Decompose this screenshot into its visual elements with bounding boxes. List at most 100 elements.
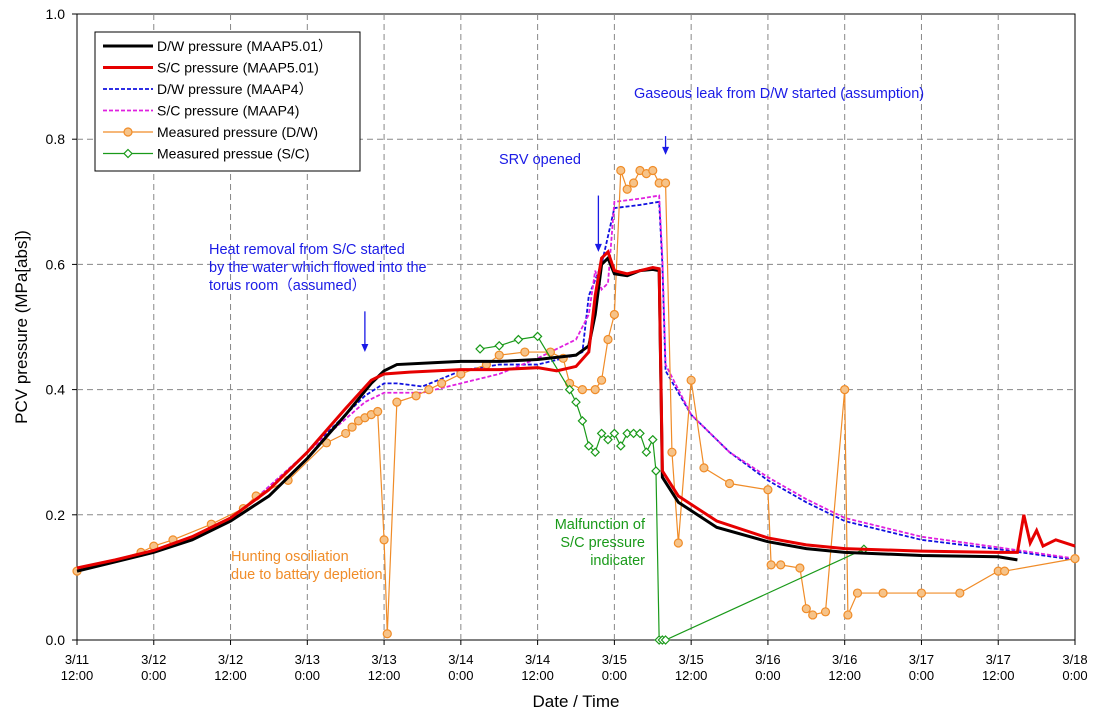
data-point-circle: [1070, 554, 1080, 564]
data-point-diamond: [123, 148, 133, 159]
series-line: [76, 200, 1076, 573]
annotation-arrow-head: [361, 344, 369, 353]
x-tick-time: 12:00: [828, 668, 861, 683]
annotation-text: by the water which flowed into the: [209, 260, 427, 276]
legend-item: S/C pressure (MAAP4): [103, 103, 299, 119]
annotation-text: Heat removal from S/C started: [209, 242, 405, 258]
annotation-text: SRV opened: [499, 152, 581, 168]
x-tick-date: 3/14: [448, 652, 473, 667]
data-point-circle: [801, 604, 811, 614]
data-point-circle: [596, 375, 607, 385]
data-point-circle: [382, 629, 392, 639]
x-tick-date: 3/17: [909, 652, 934, 667]
data-point-diamond: [628, 428, 639, 439]
data-point-circle: [660, 178, 671, 188]
data-point-diamond: [647, 434, 658, 445]
x-tick-date: 3/13: [295, 652, 320, 667]
data-point-diamond: [577, 416, 588, 426]
legend-label: S/C pressure (MAAP4): [157, 103, 299, 119]
x-tick-time: 12:00: [214, 668, 247, 683]
x-tick-time: 0:00: [141, 668, 166, 683]
x-tick-time: 0:00: [1062, 668, 1087, 683]
series-s-c-pressure-maap5-01: [76, 249, 1076, 570]
data-point-circle: [590, 385, 600, 395]
x-tick-date: 3/14: [525, 652, 550, 667]
series-line: [76, 249, 1076, 570]
data-point-diamond: [635, 428, 645, 439]
data-point-diamond: [583, 441, 594, 451]
series-line: [76, 194, 1076, 573]
data-point-circle: [763, 485, 773, 495]
annotation-text: torus room（assumed）: [209, 277, 366, 294]
x-tick-date: 3/11: [65, 652, 89, 667]
data-point-circle: [437, 378, 447, 388]
x-tick-time: 12:00: [61, 668, 94, 683]
data-point-circle: [667, 447, 677, 457]
data-point-circle: [424, 385, 434, 395]
gridlines: [77, 14, 1075, 640]
data-point-circle: [840, 385, 850, 395]
data-point-circle: [852, 588, 863, 598]
data-point-circle: [699, 463, 709, 473]
legend: D/W pressure (MAAP5.01） S/C pressure (MAA…: [94, 31, 361, 172]
data-point-diamond: [603, 434, 613, 445]
y-tick-label: 0.4: [46, 382, 66, 398]
data-point-diamond: [641, 447, 652, 458]
annotation: Heat removal from S/C started by the wate…: [209, 242, 427, 353]
annotation: Malfunction of S/C pressure indicater: [555, 517, 646, 569]
data-point-circle: [878, 588, 888, 598]
data-point-circle: [494, 350, 504, 360]
y-tick-label: 0.0: [46, 632, 66, 648]
data-point-diamond: [494, 340, 505, 351]
data-point-diamond: [590, 447, 601, 458]
x-tick-date: 3/12: [218, 652, 243, 667]
data-point-circle: [616, 165, 626, 176]
data-point-diamond: [660, 635, 671, 645]
x-tick-time: 12:00: [982, 668, 1015, 683]
y-tick-label: 0.6: [46, 256, 66, 272]
data-point-diamond: [609, 428, 620, 439]
data-point-circle: [673, 538, 683, 548]
x-tick-time: 0:00: [602, 668, 627, 683]
x-axis-label: Date / Time: [533, 692, 620, 711]
data-point-diamond: [571, 397, 581, 407]
x-tick-time: 12:00: [521, 668, 554, 683]
legend-label: D/W pressure (MAAP5.01）: [157, 38, 332, 54]
y-axis: 0.0 0.2 0.4 0.6 0.8 1.0: [46, 6, 77, 648]
annotation-text: S/C pressure: [560, 535, 645, 551]
data-point-circle: [392, 397, 402, 407]
legend-label: Measured pressue (S/C): [157, 146, 310, 162]
data-point-circle: [795, 563, 805, 573]
data-point-circle: [776, 560, 786, 570]
data-point-diamond: [651, 466, 661, 476]
data-point-diamond: [513, 334, 524, 345]
legend-item: D/W pressure (MAAP5.01）: [103, 38, 332, 54]
x-tick-time: 0:00: [909, 668, 934, 683]
annotation: Gaseous leak from D/W started (assumptio…: [634, 86, 924, 155]
series-measured-pressue-s-c: [475, 331, 869, 645]
series-d-w-pressure-maap4: [76, 200, 1076, 573]
annotation: SRV opened: [499, 152, 602, 252]
legend-item: D/W pressure (MAAP4）: [103, 81, 313, 97]
x-tick-date: 3/18: [1062, 652, 1087, 667]
data-point-circle: [628, 178, 639, 188]
series-s-c-pressure-maap4: [76, 194, 1076, 573]
x-tick-date: 3/15: [678, 652, 703, 667]
legend-item: Measured pressue (S/C): [103, 146, 310, 162]
legend-item: S/C pressure (MAAP5.01): [103, 60, 319, 76]
y-tick-label: 0.8: [46, 131, 66, 147]
legend-label: Measured pressure (D/W): [157, 124, 318, 140]
legend-item: Measured pressure (D/W): [103, 124, 318, 140]
x-tick-date: 3/16: [832, 652, 857, 667]
x-tick-time: 0:00: [448, 668, 473, 683]
data-point-circle: [955, 588, 965, 598]
data-point-circle: [603, 334, 613, 345]
data-point-circle: [520, 347, 530, 357]
annotations: Gaseous leak from D/W started (assumptio…: [209, 86, 924, 583]
x-tick-time: 0:00: [295, 668, 320, 683]
data-point-diamond: [615, 441, 626, 451]
data-point-circle: [373, 406, 383, 417]
annotation: Hunting osciliation due to battery deplet…: [231, 549, 383, 583]
legend-label: S/C pressure (MAAP5.01): [157, 60, 319, 76]
